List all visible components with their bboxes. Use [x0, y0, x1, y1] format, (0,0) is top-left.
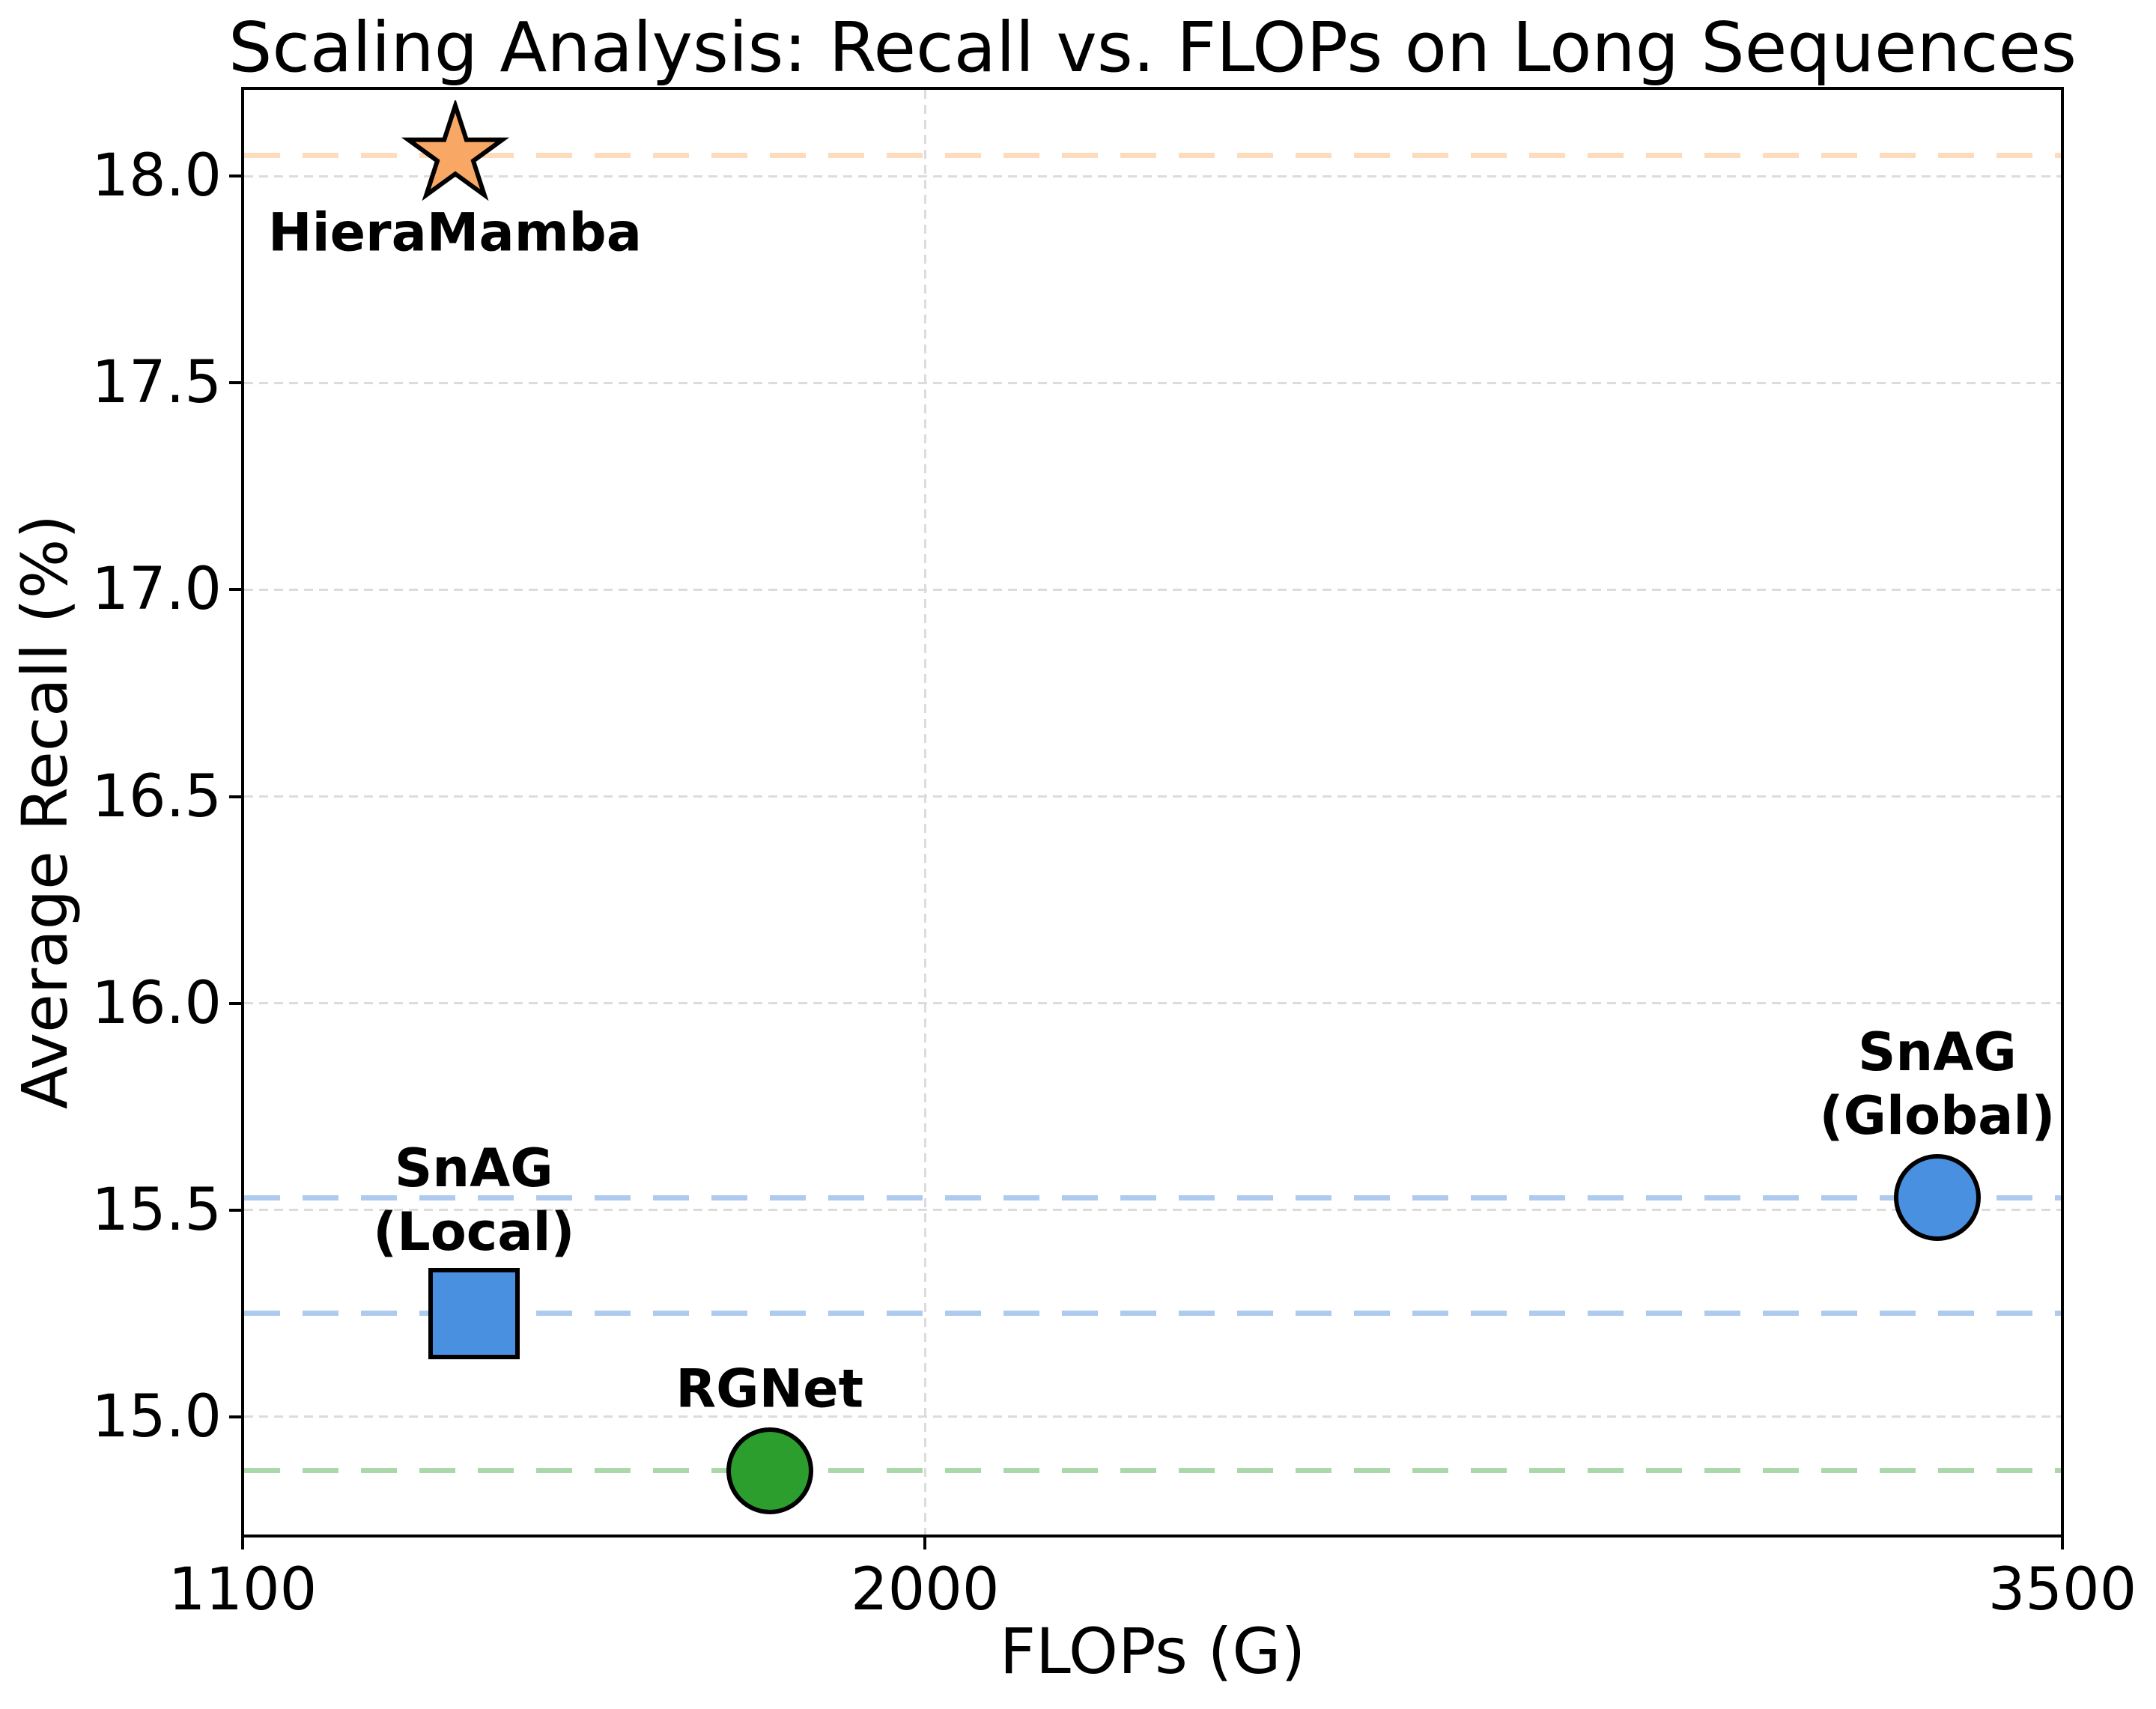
- point-label-line: SnAG: [394, 1137, 553, 1199]
- point-label-line: HieraMamba: [268, 201, 642, 264]
- y-tick-label: 18.0: [91, 142, 222, 210]
- y-tick-label: 15.0: [91, 1382, 222, 1451]
- x-axis-label: FLOPs (G): [999, 1615, 1306, 1688]
- point-label-line: RGNet: [675, 1358, 864, 1420]
- y-tick-label: 16.5: [91, 762, 222, 831]
- x-tick-label: 2000: [850, 1556, 1000, 1624]
- x-tick-mark: [241, 1538, 244, 1549]
- x-tick-label: 1100: [168, 1556, 318, 1624]
- point-label-hieramamba: HieraMamba: [268, 201, 642, 265]
- point-label-line: (Global): [1819, 1085, 2056, 1147]
- refline-hieramamba: [244, 152, 2061, 158]
- plot-area: [241, 87, 2064, 1538]
- y-tick-mark: [229, 381, 241, 385]
- marker-snag-global: [1893, 1154, 1981, 1242]
- gridline-y-15.0: [244, 1415, 2061, 1418]
- y-tick-label: 16.0: [91, 969, 222, 1037]
- x-tick-label: 3500: [1988, 1556, 2137, 1624]
- gridline-y-17.5: [244, 381, 2061, 384]
- point-label-line: SnAG: [1857, 1022, 2017, 1084]
- y-tick-label: 17.0: [91, 556, 222, 624]
- x-tick-mark: [923, 1538, 927, 1549]
- y-axis-label: Average Recall (%): [8, 514, 82, 1110]
- y-tick-mark: [229, 1208, 241, 1212]
- x-tick-mark: [2061, 1538, 2064, 1549]
- gridline-x-2000: [923, 90, 926, 1535]
- gridline-y-17.0: [244, 588, 2061, 591]
- refline-snag-local: [244, 1311, 2061, 1317]
- star-icon: [401, 98, 509, 201]
- y-tick-label: 15.5: [91, 1176, 222, 1244]
- y-tick-mark: [229, 1001, 241, 1005]
- chart-title: Scaling Analysis: Recall vs. FLOPs on Lo…: [228, 7, 2077, 88]
- y-tick-mark: [229, 588, 241, 592]
- y-tick-mark: [229, 1415, 241, 1418]
- gridline-y-16.5: [244, 795, 2061, 798]
- marker-snag-local: [428, 1267, 520, 1359]
- point-label-line: (Local): [373, 1200, 575, 1263]
- y-tick-mark: [229, 795, 241, 798]
- y-tick-label: 17.5: [91, 349, 222, 417]
- refline-rgnet: [244, 1468, 2061, 1474]
- gridline-y-15.5: [244, 1209, 2061, 1212]
- gridline-y-16.0: [244, 1002, 2061, 1005]
- marker-rgnet: [726, 1427, 813, 1514]
- refline-snag-global: [244, 1195, 2061, 1200]
- gridline-y-18.0: [244, 174, 2061, 177]
- point-label-rgnet: RGNet: [675, 1358, 863, 1421]
- marker-hieramamba: [401, 98, 510, 210]
- point-label-snag-global: SnAG (Global): [1820, 1021, 2056, 1148]
- point-label-snag-local: SnAG (Local): [373, 1137, 574, 1264]
- y-tick-mark: [229, 174, 241, 178]
